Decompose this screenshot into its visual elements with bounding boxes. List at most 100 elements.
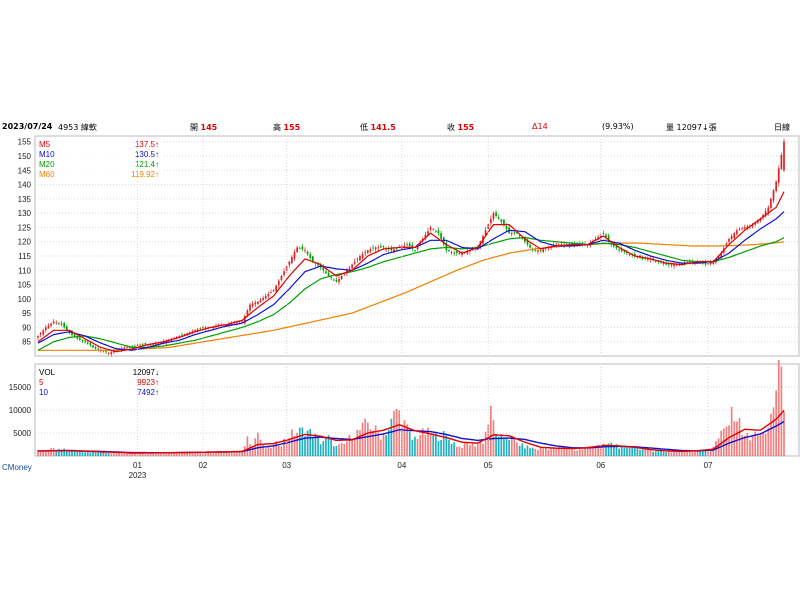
candle-body [419, 242, 422, 246]
candle-body [259, 299, 262, 303]
volume-bar [356, 429, 359, 456]
candle-body [52, 321, 55, 324]
candle-body [654, 260, 657, 262]
candle-body [770, 198, 772, 208]
volume-bar [183, 452, 186, 456]
candle-body [712, 261, 715, 264]
candle-body [144, 343, 147, 345]
volume-bar [461, 447, 463, 456]
volume-bar [476, 443, 479, 456]
candle-body [720, 253, 723, 258]
volume-bar [267, 447, 270, 456]
volume-bar [728, 425, 730, 456]
candle-body [537, 250, 539, 252]
candle-body [60, 323, 63, 325]
candle-body [597, 236, 600, 239]
volume-bar [673, 451, 675, 456]
candle-body [560, 244, 563, 246]
candle-body [141, 344, 144, 346]
volume-bar [346, 441, 348, 456]
candle-body [756, 220, 759, 223]
candle-body [361, 254, 364, 258]
volume-bar [450, 443, 453, 456]
legend-series-label: 5 [39, 378, 44, 387]
price-tick-label: 100 [18, 295, 32, 304]
volume-bar [584, 448, 586, 456]
candle-body [513, 232, 516, 234]
candle-body [293, 252, 296, 259]
candle-body [277, 280, 280, 286]
volume-bar [277, 446, 280, 456]
volume-bar [694, 450, 696, 456]
candle-body [128, 347, 131, 349]
volume-bar [500, 434, 503, 456]
ma5-line [37, 191, 785, 353]
candle-body [272, 290, 275, 292]
price-tick-label: 130 [18, 209, 32, 218]
legend-series-value: 12097↓ [133, 368, 159, 377]
volume-bar [325, 436, 327, 456]
candle-body [780, 155, 783, 170]
candle-body [126, 347, 128, 349]
volume-bar [291, 429, 293, 456]
volume-bar [736, 421, 738, 456]
volume-bar [131, 453, 134, 456]
volume-bar [759, 434, 762, 456]
candle-body [432, 229, 435, 231]
volume-bar [173, 453, 175, 456]
date-label: 2023/07/24 [2, 122, 53, 131]
volume-bar [298, 427, 301, 456]
volume-bar [343, 443, 346, 456]
candle-body [743, 227, 746, 229]
volume-bar [469, 445, 471, 456]
candle-body [86, 342, 89, 344]
volume-bar [369, 429, 372, 456]
candle-body [529, 244, 531, 248]
date-tick-label: 03 [282, 461, 291, 470]
volume-bar [204, 451, 207, 456]
candle-body [332, 279, 335, 281]
volume-bar [332, 446, 335, 456]
volume-bar [86, 451, 89, 456]
volume-bar [458, 446, 461, 456]
volume-bar [649, 450, 652, 456]
candle-body [628, 254, 631, 255]
candle-body [73, 334, 76, 337]
price-tick-label: 155 [18, 138, 32, 147]
volume-bar [322, 441, 325, 456]
volume-bar [60, 449, 63, 456]
price-tick-label: 125 [18, 223, 32, 232]
change-pct-label: (9.93%) [602, 122, 634, 131]
volume-bar [162, 453, 165, 456]
volume-bar [115, 453, 118, 456]
volume-bar [141, 453, 144, 456]
candle-body [738, 229, 741, 231]
candle-body [489, 218, 492, 224]
volume-bar [613, 445, 615, 456]
candle-body [270, 292, 272, 293]
candle-body [267, 294, 270, 297]
candle-body [110, 352, 113, 355]
candle-body [641, 257, 644, 259]
volume-bar [262, 444, 264, 456]
period-label: 日線 [774, 123, 790, 132]
candle-body [503, 219, 505, 226]
price-tick-label: 115 [18, 252, 31, 261]
volume-bar [236, 451, 238, 456]
volume-bar [647, 448, 649, 456]
candle-body [406, 244, 408, 246]
candle-body [366, 250, 369, 253]
candle-body [730, 236, 733, 239]
volume-bar [542, 448, 545, 456]
volume-bar [442, 431, 445, 456]
volume-bar [607, 443, 610, 456]
candle-body [497, 217, 500, 219]
candle-body [330, 277, 333, 279]
volume-bar [550, 448, 552, 456]
volume-bar [699, 451, 702, 456]
volume-bar [429, 434, 432, 456]
year-label: 2023 [129, 471, 147, 480]
volume-bar [594, 446, 597, 456]
volume-bar [186, 452, 189, 456]
volume-bar [94, 451, 97, 456]
